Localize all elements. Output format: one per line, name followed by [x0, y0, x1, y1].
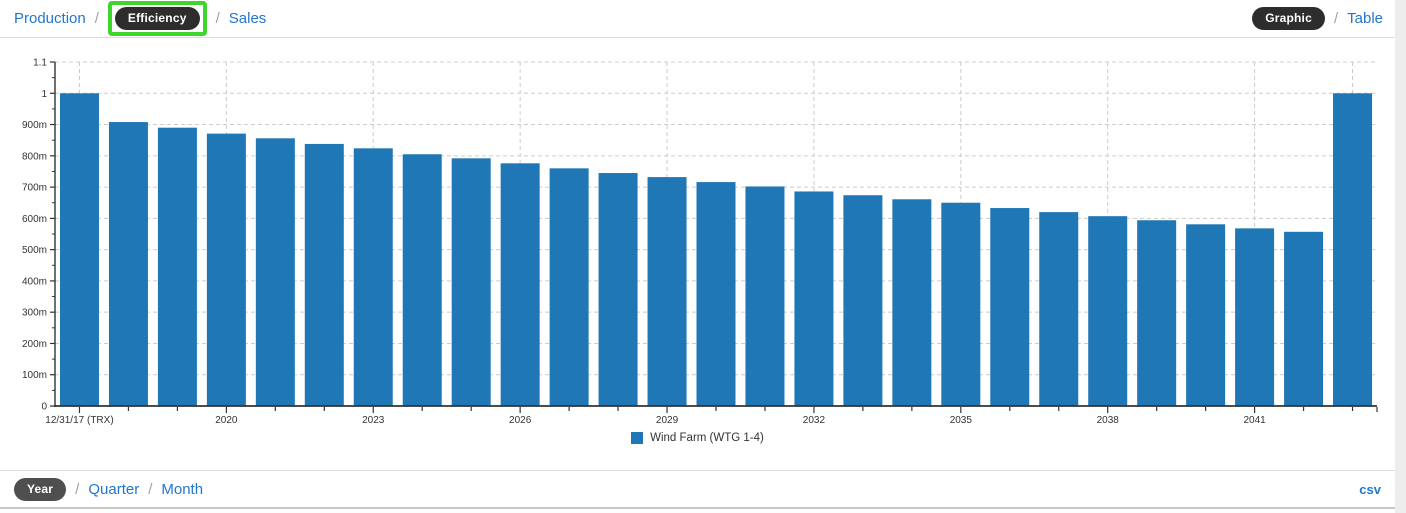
interval-tabs: Year / Quarter / Month: [14, 477, 204, 501]
bar[interactable]: [1088, 216, 1128, 406]
y-tick-label: 200m: [22, 339, 47, 350]
bar[interactable]: [304, 143, 344, 406]
interval-quarter[interactable]: Quarter: [88, 480, 140, 498]
bar[interactable]: [843, 195, 883, 406]
separator: /: [94, 10, 99, 27]
bar[interactable]: [696, 182, 736, 406]
x-tick-label: 2032: [803, 415, 826, 426]
bar[interactable]: [1039, 212, 1079, 406]
x-tick-label: 2020: [215, 415, 238, 426]
metric-tabs: Production / Efficiency / Sales: [14, 1, 266, 36]
view-toggle: Graphic / Table: [1252, 7, 1383, 30]
y-tick-label: 400m: [22, 276, 47, 287]
bar[interactable]: [647, 177, 687, 406]
bar[interactable]: [598, 173, 638, 406]
y-tick-label: 0: [41, 402, 47, 413]
bar[interactable]: [990, 208, 1030, 406]
bar[interactable]: [402, 154, 442, 406]
bar[interactable]: [451, 158, 491, 406]
tab-sales[interactable]: Sales: [228, 10, 267, 27]
bar[interactable]: [1284, 231, 1324, 406]
legend-label: Wind Farm (WTG 1-4): [650, 432, 764, 444]
y-tick-label: 700m: [22, 183, 47, 194]
separator: /: [148, 480, 153, 498]
tab-efficiency-selected[interactable]: Efficiency: [114, 7, 200, 30]
x-tick-label: 2023: [362, 415, 385, 426]
separator: /: [1333, 10, 1339, 27]
bar[interactable]: [206, 133, 246, 406]
legend-item[interactable]: Wind Farm (WTG 1-4): [631, 430, 764, 446]
bar[interactable]: [549, 168, 589, 406]
top-nav: Production / Efficiency / Sales Graphic …: [0, 0, 1395, 38]
y-tick-label: 600m: [22, 214, 47, 225]
y-tick-label: 300m: [22, 308, 47, 319]
tab-production[interactable]: Production: [14, 10, 86, 27]
bar[interactable]: [1333, 93, 1373, 406]
click-highlight: Efficiency: [107, 1, 207, 36]
bar[interactable]: [59, 93, 99, 406]
bar[interactable]: [1137, 220, 1177, 406]
chart-legend: Wind Farm (WTG 1-4): [0, 430, 1395, 446]
bar[interactable]: [108, 122, 148, 406]
csv-export-link[interactable]: csv: [1359, 481, 1381, 497]
bar[interactable]: [255, 138, 295, 406]
x-tick-label: 2029: [656, 415, 679, 426]
bar[interactable]: [794, 191, 834, 406]
bar[interactable]: [353, 148, 393, 406]
bar[interactable]: [1186, 224, 1226, 406]
x-tick-label: 12/31/17 (TRX): [45, 415, 113, 426]
separator: /: [75, 480, 80, 498]
y-tick-label: 1: [41, 89, 47, 100]
interval-year-selected[interactable]: Year: [14, 477, 67, 501]
bar[interactable]: [941, 202, 981, 406]
x-tick-label: 2026: [509, 415, 532, 426]
separator: /: [215, 10, 220, 27]
bar[interactable]: [500, 163, 540, 406]
x-tick-label: 2038: [1097, 415, 1120, 426]
y-tick-label: 100m: [22, 370, 47, 381]
chart-canvas: 0 100m 200m 300m 400m 500m 600m 700m 800m 900m 1 1.…: [22, 58, 1378, 426]
toggle-table[interactable]: Table: [1347, 10, 1383, 27]
bar[interactable]: [157, 127, 197, 406]
toggle-graphic-selected[interactable]: Graphic: [1252, 7, 1325, 30]
bar[interactable]: [745, 186, 785, 406]
efficiency-bar-chart: 0 100m 200m 300m 400m 500m 600m 700m 800m 900m 1 1.…: [0, 38, 1395, 470]
y-tick-label: 800m: [22, 151, 47, 162]
legend-swatch: [631, 432, 644, 444]
x-tick-label: 2035: [950, 415, 973, 426]
interval-month[interactable]: Month: [161, 480, 204, 498]
x-tick-label: 2041: [1243, 415, 1266, 426]
y-tick-label: 1.1: [33, 58, 47, 69]
footer-bar: Year / Quarter / Month csv: [0, 470, 1395, 507]
y-tick-label: 900m: [22, 120, 47, 131]
bottom-border-strip: [0, 507, 1395, 513]
bar[interactable]: [892, 199, 932, 406]
y-tick-label: 500m: [22, 245, 47, 256]
bar[interactable]: [1235, 228, 1275, 406]
